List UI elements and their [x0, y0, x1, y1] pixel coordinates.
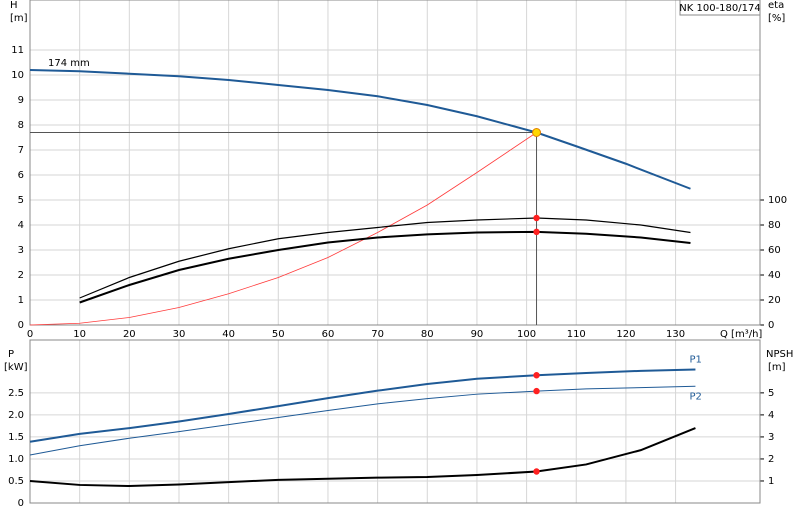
y-tick-label: 1.0 [8, 454, 24, 465]
y2-tick-label: 3 [768, 432, 774, 443]
x-tick-label: 110 [567, 329, 586, 340]
y-tick-label: 6 [18, 170, 24, 181]
y-axis-label: H [10, 0, 18, 11]
series-line [79, 217, 691, 299]
plot-frame [29, 0, 761, 326]
series-line [29, 368, 696, 443]
y-tick-label: 3 [18, 245, 24, 256]
x-tick-label: 70 [371, 329, 384, 340]
duty-dot [533, 387, 540, 395]
series-line [29, 69, 691, 190]
y-tick-label: 5 [18, 195, 24, 206]
series-line [29, 427, 696, 488]
y-axis-unit: [m] [10, 13, 28, 24]
y2-tick-label: 1 [768, 476, 774, 487]
y-tick-label: 1 [18, 295, 24, 306]
plot-frame [29, 339, 761, 504]
x-tick-label: 60 [322, 329, 335, 340]
duty-dot [533, 372, 540, 379]
y-axis-label: P [8, 349, 14, 360]
y-tick-label: 0 [18, 498, 24, 509]
duty-dot [533, 468, 540, 475]
x-tick-label: 90 [471, 329, 484, 340]
x-tick-label: 80 [421, 329, 434, 340]
x-tick-label: 100 [517, 329, 536, 340]
y2-tick-label: 100 [768, 195, 787, 206]
x-tick-label: 0 [27, 329, 33, 340]
y-tick-label: 10 [11, 70, 24, 81]
series-label: P2 [689, 391, 701, 402]
y-tick-label: 0 [18, 320, 24, 331]
y-tick-label: 2.5 [8, 388, 24, 399]
y-tick-label: 2.0 [8, 410, 24, 421]
x-tick-label: 30 [173, 329, 186, 340]
y2-axis-label: eta [768, 0, 784, 11]
series-label: 174 mm [48, 58, 90, 69]
x-tick-label: 10 [73, 329, 86, 340]
x-axis-label: Q [m³/h] [720, 329, 762, 340]
y-tick-label: 0.5 [8, 476, 24, 487]
y-tick-label: 7 [18, 145, 24, 156]
y2-axis-label: NPSH [766, 349, 793, 360]
y2-tick-label: 5 [768, 388, 774, 399]
y2-axis-unit: [m] [768, 362, 786, 373]
duty-dot [533, 228, 540, 236]
y-axis-unit: [kW] [4, 362, 28, 373]
y-tick-label: 11 [11, 45, 24, 56]
series-label: P1 [689, 355, 701, 366]
y2-tick-label: 40 [768, 270, 781, 281]
y2-tick-label: 2 [768, 454, 774, 465]
x-tick-label: 20 [123, 329, 136, 340]
y2-tick-label: 0 [768, 320, 774, 331]
y2-tick-label: 20 [768, 295, 781, 306]
y2-axis-unit: [%] [768, 13, 785, 24]
y-tick-label: 1.5 [8, 432, 24, 443]
x-tick-label: 130 [666, 329, 685, 340]
series-line [29, 132, 537, 326]
series-line [29, 385, 696, 456]
duty-point [532, 128, 542, 137]
duty-dot [533, 214, 540, 222]
series-line [79, 230, 691, 304]
y2-tick-label: 4 [768, 410, 774, 421]
y2-tick-label: 60 [768, 245, 781, 256]
y-tick-label: 8 [18, 120, 24, 131]
x-tick-label: 120 [616, 329, 635, 340]
y-tick-label: 9 [18, 95, 24, 106]
x-tick-label: 50 [272, 329, 285, 340]
x-tick-label: 40 [222, 329, 235, 340]
y-tick-label: 4 [18, 220, 24, 231]
chart-title: NK 100-180/174 [679, 3, 760, 14]
y-tick-label: 2 [18, 270, 24, 281]
y2-tick-label: 80 [768, 220, 781, 231]
